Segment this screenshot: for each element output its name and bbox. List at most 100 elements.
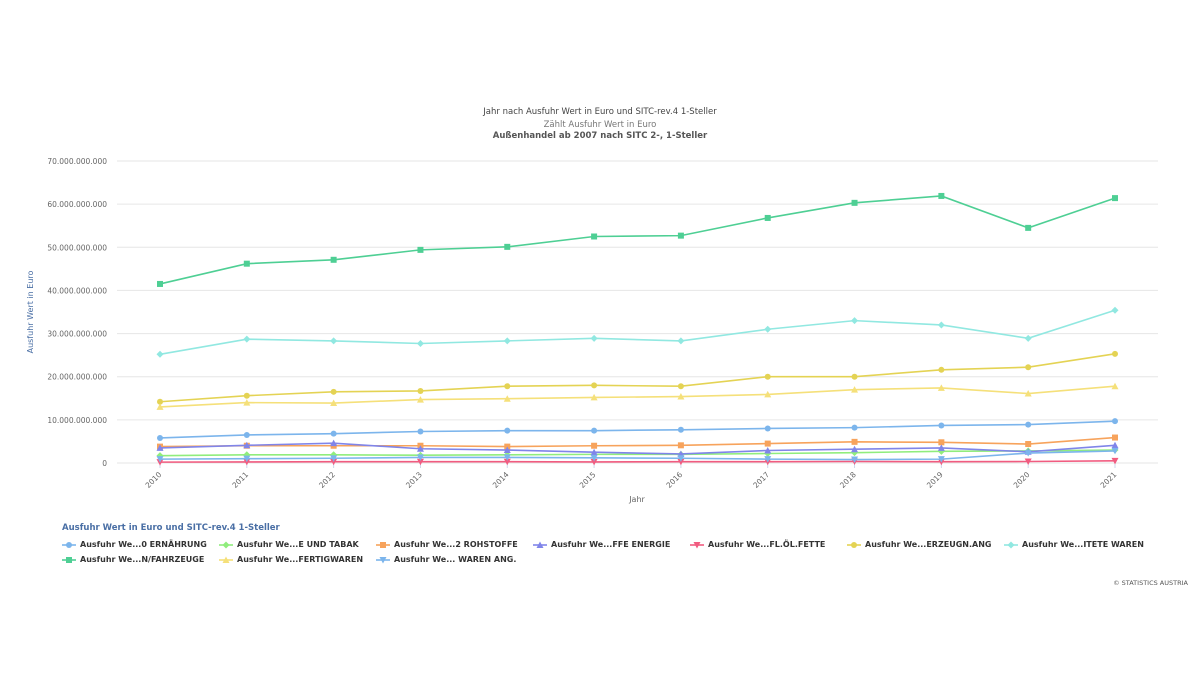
series-line[interactable]: [159, 420, 1116, 439]
data-point[interactable]: [503, 454, 511, 461]
data-point[interactable]: [243, 392, 250, 399]
series-line[interactable]: [159, 442, 1116, 455]
data-point[interactable]: [1111, 457, 1119, 465]
legend-item[interactable]: Ausfuhr We...FFE ENERGIE: [533, 540, 670, 549]
data-point[interactable]: [938, 422, 945, 429]
data-point[interactable]: [591, 442, 598, 449]
data-point[interactable]: [677, 383, 684, 390]
data-point[interactable]: [1112, 195, 1118, 202]
data-point[interactable]: [1111, 441, 1119, 449]
data-point[interactable]: [677, 393, 685, 400]
data-point[interactable]: [157, 398, 163, 405]
data-point[interactable]: [677, 426, 684, 433]
data-point[interactable]: [1024, 390, 1032, 397]
data-point[interactable]: [1024, 334, 1032, 342]
legend-item[interactable]: Ausfuhr We...FL.ÖL.FETTE: [690, 540, 825, 549]
data-point[interactable]: [1111, 306, 1119, 314]
legend-item[interactable]: Ausfuhr We...ITETE WAREN: [1004, 540, 1144, 549]
legend-item[interactable]: Ausfuhr We... WAREN ANG.: [376, 555, 516, 564]
data-point[interactable]: [330, 256, 337, 263]
data-point[interactable]: [1025, 421, 1032, 428]
data-point[interactable]: [764, 456, 772, 463]
data-point[interactable]: [764, 440, 771, 447]
data-point[interactable]: [380, 541, 386, 548]
data-point[interactable]: [764, 425, 771, 432]
data-point[interactable]: [1112, 418, 1118, 425]
data-point[interactable]: [590, 454, 598, 462]
data-point[interactable]: [379, 556, 387, 564]
data-point[interactable]: [330, 458, 338, 466]
series-line[interactable]: [159, 436, 1116, 448]
data-point[interactable]: [591, 427, 598, 434]
series-line[interactable]: [159, 195, 1116, 285]
data-point[interactable]: [156, 403, 164, 410]
data-point[interactable]: [503, 395, 511, 402]
data-point[interactable]: [851, 424, 858, 431]
data-point[interactable]: [937, 384, 945, 391]
data-point[interactable]: [417, 387, 424, 394]
data-point[interactable]: [416, 396, 424, 403]
data-point[interactable]: [764, 214, 771, 221]
data-point[interactable]: [330, 388, 337, 395]
data-point[interactable]: [1111, 382, 1119, 390]
data-point[interactable]: [590, 458, 598, 466]
data-point[interactable]: [157, 280, 163, 287]
data-point[interactable]: [330, 430, 337, 437]
data-point[interactable]: [1025, 441, 1032, 448]
data-point[interactable]: [851, 445, 859, 453]
data-point[interactable]: [243, 260, 250, 267]
data-point[interactable]: [504, 383, 511, 390]
data-point[interactable]: [156, 444, 164, 451]
data-point[interactable]: [157, 434, 163, 441]
series-line[interactable]: [159, 460, 1116, 463]
data-point[interactable]: [937, 321, 945, 329]
legend-item[interactable]: Ausfuhr We...0 ERNÄHRUNG: [62, 540, 207, 549]
data-point[interactable]: [1007, 541, 1015, 548]
data-point[interactable]: [590, 393, 598, 401]
data-point[interactable]: [330, 439, 338, 447]
data-point[interactable]: [677, 442, 684, 449]
legend-item[interactable]: Ausfuhr We...2 ROHSTOFFE: [376, 540, 518, 549]
data-point[interactable]: [504, 427, 511, 434]
data-point[interactable]: [243, 455, 251, 463]
data-point[interactable]: [330, 337, 338, 345]
data-point[interactable]: [416, 458, 424, 466]
legend-item[interactable]: Ausfuhr We...ERZEUGN.ANG: [847, 540, 991, 549]
data-point[interactable]: [1111, 447, 1119, 455]
data-point[interactable]: [590, 334, 598, 342]
data-point[interactable]: [156, 456, 164, 463]
data-point[interactable]: [851, 199, 858, 206]
legend-item[interactable]: Ausfuhr We...FERTIGWAREN: [219, 555, 363, 564]
data-point[interactable]: [417, 428, 424, 435]
data-point[interactable]: [243, 335, 251, 343]
legend-item[interactable]: Ausfuhr We...N/FAHRZEUGE: [62, 555, 204, 564]
data-point[interactable]: [330, 399, 338, 407]
data-point[interactable]: [1024, 450, 1032, 457]
data-point[interactable]: [503, 458, 511, 466]
data-point[interactable]: [416, 445, 424, 452]
data-point[interactable]: [764, 390, 772, 398]
data-point[interactable]: [222, 556, 230, 563]
data-point[interactable]: [66, 541, 72, 548]
data-point[interactable]: [764, 373, 771, 380]
data-point[interactable]: [937, 444, 945, 451]
data-point[interactable]: [677, 232, 684, 239]
data-point[interactable]: [1112, 350, 1118, 357]
data-point[interactable]: [416, 339, 424, 347]
data-point[interactable]: [764, 325, 772, 333]
legend-item[interactable]: Ausfuhr We...E UND TABAK: [219, 540, 359, 549]
data-point[interactable]: [591, 382, 598, 389]
series-line[interactable]: [159, 353, 1116, 403]
credits-link[interactable]: © STATISTICS AUSTRIA: [1113, 579, 1188, 587]
data-point[interactable]: [330, 455, 338, 462]
data-point[interactable]: [851, 438, 858, 445]
series-line[interactable]: [159, 449, 1116, 457]
data-point[interactable]: [1112, 434, 1118, 441]
data-point[interactable]: [503, 446, 511, 454]
data-point[interactable]: [1025, 364, 1032, 371]
data-point[interactable]: [693, 541, 701, 549]
data-point[interactable]: [764, 446, 772, 454]
data-point[interactable]: [503, 337, 511, 345]
series-line[interactable]: [159, 385, 1116, 408]
data-point[interactable]: [677, 455, 685, 462]
